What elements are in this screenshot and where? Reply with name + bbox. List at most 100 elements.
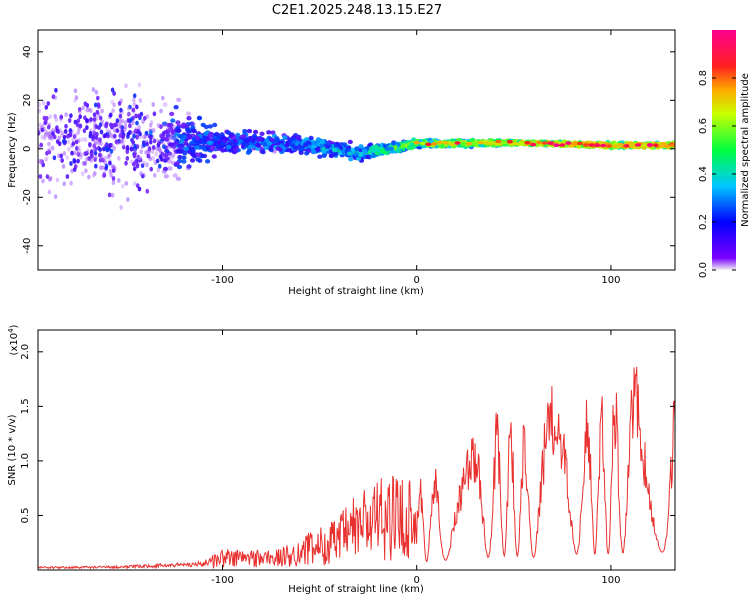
heatmap-cell bbox=[162, 144, 166, 149]
heatmap-cell bbox=[121, 138, 125, 144]
heatmap-cell bbox=[121, 144, 126, 150]
heatmap-cell bbox=[237, 138, 243, 144]
heatmap-cell bbox=[68, 132, 73, 138]
heatmap-cell bbox=[287, 137, 293, 142]
heatmap-cell bbox=[113, 133, 117, 139]
heatmap-cell bbox=[85, 118, 89, 124]
heatmap-cell bbox=[81, 105, 85, 111]
heatmap-cell bbox=[41, 100, 46, 106]
heatmap-cell bbox=[51, 131, 55, 136]
heatmap-cell bbox=[158, 154, 163, 160]
heatmap-xtick-label: 100 bbox=[601, 275, 620, 286]
heatmap-ylabel: Frequency (Hz) bbox=[7, 112, 18, 188]
heatmap-cell bbox=[212, 138, 218, 143]
heatmap-cell bbox=[89, 117, 93, 122]
heatmap-cell bbox=[151, 127, 156, 133]
heatmap-cell bbox=[112, 102, 116, 108]
heatmap-cell bbox=[80, 171, 85, 177]
heatmap-cell bbox=[303, 137, 310, 142]
snr-series-line bbox=[38, 366, 675, 570]
heatmap-ridge-cell bbox=[664, 144, 671, 149]
heatmap-cell bbox=[157, 147, 162, 153]
heatmap-cell bbox=[118, 113, 123, 119]
heatmap-cell bbox=[75, 122, 80, 128]
heatmap-cell bbox=[151, 145, 156, 150]
heatmap-cell bbox=[96, 102, 101, 107]
heatmap-cell bbox=[162, 121, 168, 126]
heatmap-cell bbox=[98, 152, 102, 158]
heatmap-cell bbox=[74, 95, 79, 100]
heatmap-cell bbox=[186, 111, 192, 116]
heatmap-cell bbox=[141, 173, 145, 179]
heatmap-cell bbox=[120, 118, 125, 124]
heatmap-cell bbox=[310, 149, 317, 154]
heatmap-cell bbox=[98, 115, 103, 121]
heatmap-cell bbox=[362, 149, 368, 155]
heatmap-cell bbox=[168, 122, 174, 128]
heatmap-cell bbox=[39, 159, 44, 164]
heatmap-ridge-cell bbox=[623, 144, 630, 148]
heatmap-cell bbox=[270, 130, 276, 135]
heatmap-cell bbox=[51, 128, 55, 134]
heatmap-cell bbox=[370, 153, 376, 159]
heatmap-cell bbox=[57, 141, 62, 147]
heatmap-cell bbox=[151, 102, 155, 107]
heatmap-cell bbox=[124, 181, 129, 186]
heatmap-cell bbox=[195, 157, 201, 162]
heatmap-cell bbox=[133, 159, 137, 165]
heatmap-cell bbox=[103, 160, 108, 166]
heatmap-cell bbox=[173, 105, 179, 110]
heatmap-cell bbox=[63, 129, 68, 134]
heatmap-cell bbox=[40, 159, 44, 165]
heatmap-ridge-cell bbox=[582, 143, 589, 147]
heatmap-ridge-cell bbox=[466, 141, 473, 146]
heatmap-cell bbox=[110, 192, 115, 198]
heatmap-cell bbox=[130, 130, 135, 136]
heatmap-cell bbox=[53, 194, 58, 200]
heatmap-cell bbox=[130, 137, 134, 143]
heatmap-cell bbox=[141, 119, 145, 124]
heatmap-cell bbox=[82, 128, 87, 134]
heatmap-cell bbox=[171, 136, 177, 142]
heatmap-cell bbox=[117, 178, 121, 183]
heatmap-cell bbox=[102, 171, 107, 176]
heatmap-cell bbox=[91, 129, 96, 135]
heatmap-cell bbox=[126, 197, 130, 202]
heatmap-cell bbox=[83, 161, 88, 166]
colorbar-tick-label: 0.0 bbox=[698, 262, 709, 278]
heatmap-cell bbox=[62, 134, 67, 140]
heatmap-cell bbox=[268, 147, 274, 153]
heatmap-cell bbox=[132, 161, 136, 167]
heatmap-cell bbox=[184, 146, 190, 151]
heatmap-ridge-cell bbox=[547, 141, 554, 145]
heatmap-cell bbox=[184, 127, 191, 132]
heatmap-cell bbox=[175, 149, 181, 154]
heatmap-cell bbox=[85, 125, 89, 130]
heatmap-cell bbox=[98, 147, 102, 153]
heatmap-cell bbox=[110, 87, 115, 93]
heatmap-cell bbox=[374, 151, 380, 156]
heatmap-cell bbox=[102, 172, 107, 178]
heatmap-cell bbox=[98, 165, 103, 171]
heatmap-cell bbox=[100, 165, 105, 171]
heatmap-cell bbox=[94, 89, 99, 95]
heatmap-cell bbox=[117, 101, 122, 106]
heatmap-cell bbox=[201, 145, 207, 150]
heatmap-cell bbox=[54, 87, 58, 93]
heatmap-cell bbox=[72, 150, 77, 156]
heatmap-cell bbox=[72, 167, 77, 173]
heatmap-cell bbox=[174, 132, 180, 137]
chart-title: C2E1.2025.248.13.15.E27 bbox=[272, 3, 442, 18]
heatmap-cell bbox=[98, 137, 102, 143]
heatmap-cell bbox=[104, 146, 108, 151]
heatmap-cell bbox=[232, 138, 238, 143]
heatmap-cell bbox=[285, 140, 291, 146]
heatmap-cell bbox=[201, 153, 208, 159]
heatmap-cell bbox=[177, 155, 183, 160]
heatmap-cell bbox=[263, 145, 269, 150]
heatmap-cell bbox=[135, 104, 139, 110]
heatmap-cell bbox=[84, 168, 88, 174]
heatmap-cell bbox=[76, 130, 81, 135]
heatmap-cell bbox=[112, 91, 116, 96]
